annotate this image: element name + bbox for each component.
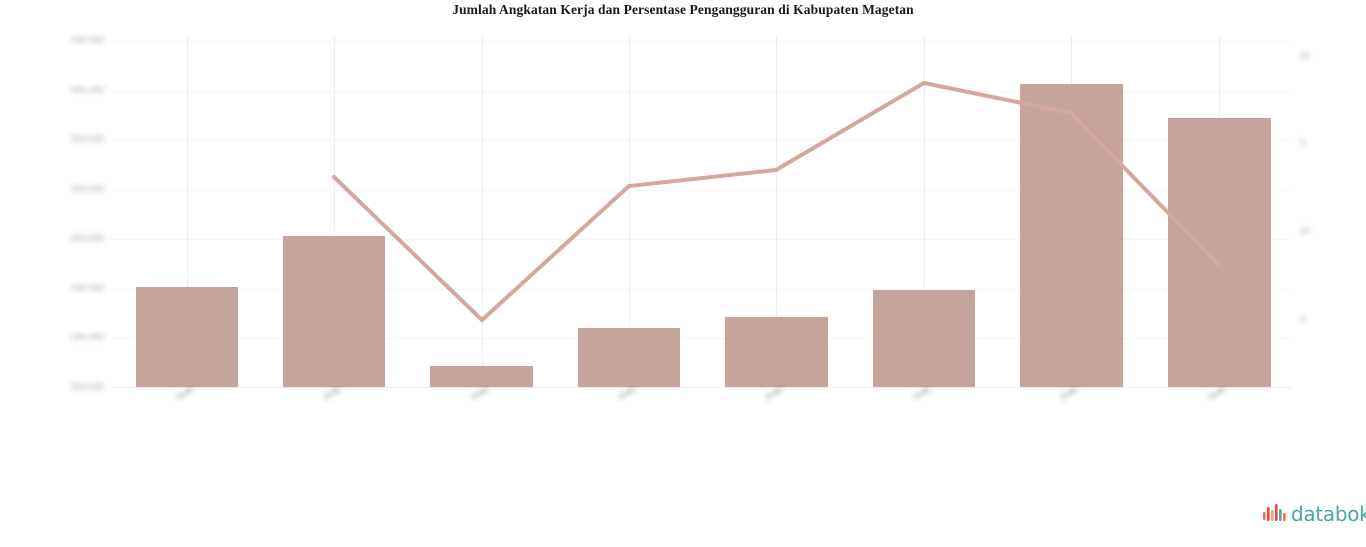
databoks-logo[interactable]: databoks <box>1263 503 1366 525</box>
x-tick-mark <box>629 388 630 393</box>
y-axis-right-tick-0: 00 <box>1300 51 1311 61</box>
y-axis-left-tick-4: 000.000 <box>71 233 104 243</box>
gridline-vertical <box>482 35 483 388</box>
y-axis-left-tick-2: 000.000 <box>71 134 104 144</box>
bar-2019[interactable] <box>430 366 533 388</box>
x-tick-mark <box>1219 388 1220 393</box>
databoks-logo-text: databoks <box>1291 502 1366 526</box>
bar-2020[interactable] <box>578 328 680 388</box>
x-tick-mark <box>924 388 925 393</box>
bar-2017[interactable] <box>136 287 238 388</box>
x-tick-mark <box>1071 388 1072 393</box>
y-axis-right-tick-2: 00 <box>1300 226 1311 236</box>
bar-2024[interactable] <box>1168 118 1271 388</box>
y-axis-left-tick-5: 000.000 <box>71 283 104 293</box>
bar-2018[interactable] <box>283 236 385 388</box>
bar-2021[interactable] <box>725 317 828 388</box>
y-axis-right-tick-3: 0 <box>1300 314 1306 324</box>
x-tick-mark <box>187 388 188 393</box>
y-axis-left-tick-0: 000.000 <box>71 35 104 45</box>
y-axis-left-tick-7: 000.000 <box>71 382 104 392</box>
y-axis-right-tick-1: 0 <box>1300 137 1306 147</box>
page-title: Jumlah Angkatan Kerja dan Persentase Pen… <box>452 2 914 17</box>
bar-2023[interactable] <box>1020 84 1123 388</box>
x-tick-mark <box>334 388 335 393</box>
gridline-vertical <box>187 35 188 388</box>
bar-chart-logo-icon <box>1263 504 1286 521</box>
y-axis-left-tick-6: 000.000 <box>71 332 104 342</box>
y-axis-left-tick-3: 000.000 <box>71 184 104 194</box>
gridline-horizontal <box>111 338 1291 339</box>
x-axis-baseline <box>111 387 1291 388</box>
gridline-horizontal <box>111 41 1291 42</box>
x-tick-mark <box>776 388 777 393</box>
bar-2022[interactable] <box>873 290 975 388</box>
y-axis-left-tick-1: 000.000 <box>71 85 104 95</box>
plot-area <box>111 35 1291 388</box>
x-tick-mark <box>482 388 483 393</box>
